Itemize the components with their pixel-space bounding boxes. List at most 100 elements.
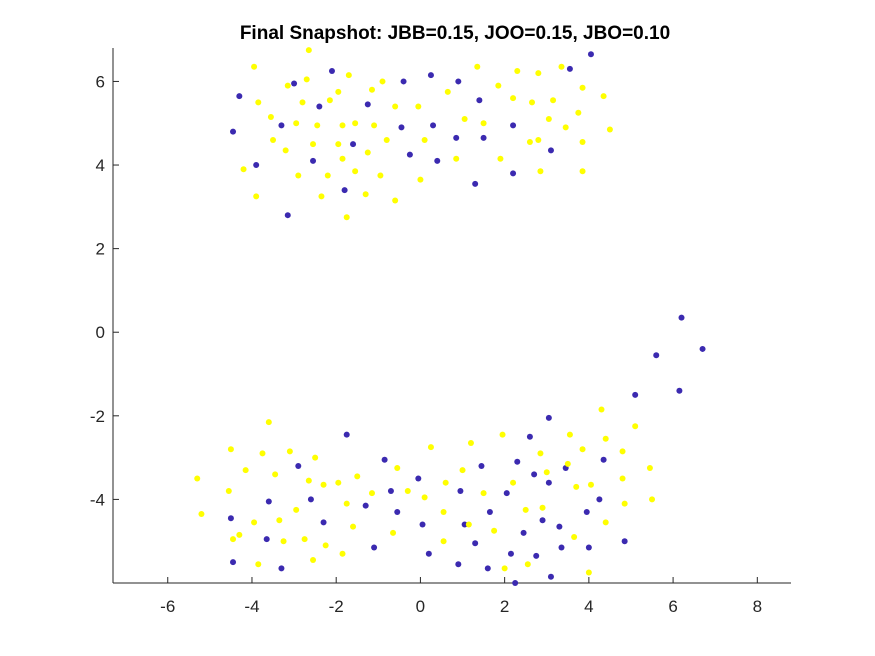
data-point <box>345 72 352 79</box>
data-point <box>472 180 479 187</box>
data-point <box>461 116 468 123</box>
data-point <box>230 536 237 543</box>
x-tick-label: -4 <box>244 597 259 616</box>
data-point <box>225 488 232 495</box>
data-point <box>457 488 464 495</box>
data-point <box>377 172 384 179</box>
data-point <box>632 423 639 430</box>
data-point <box>434 157 441 164</box>
data-point <box>278 122 285 129</box>
data-point <box>465 521 472 528</box>
data-point <box>415 103 422 110</box>
data-point <box>293 120 300 127</box>
data-point <box>312 454 319 461</box>
data-point <box>320 481 327 488</box>
data-point <box>371 122 378 129</box>
data-point <box>474 63 481 70</box>
data-point <box>343 214 350 221</box>
data-point <box>194 475 201 482</box>
data-point <box>510 122 517 129</box>
data-point <box>421 136 428 143</box>
data-point <box>583 508 590 515</box>
data-point <box>394 508 401 515</box>
data-point <box>533 552 540 559</box>
data-point <box>270 136 277 143</box>
data-point <box>453 155 460 162</box>
data-point <box>575 109 582 116</box>
data-point <box>314 122 321 129</box>
data-point <box>236 93 243 100</box>
x-tick-label: 6 <box>668 597 677 616</box>
data-point <box>585 544 592 551</box>
data-point <box>478 462 485 469</box>
data-point <box>419 521 426 528</box>
data-point <box>512 580 519 586</box>
data-point <box>524 561 531 568</box>
data-point <box>368 86 375 93</box>
x-tick-label: 2 <box>500 597 509 616</box>
data-point <box>352 120 359 127</box>
data-point <box>602 435 609 442</box>
data-point <box>343 431 350 438</box>
data-point <box>678 314 685 321</box>
data-point <box>400 78 407 85</box>
data-point <box>291 80 298 87</box>
data-point <box>392 103 399 110</box>
data-point <box>227 515 234 522</box>
data-point <box>480 134 487 141</box>
data-point <box>501 565 508 572</box>
data-point <box>545 116 552 123</box>
data-point <box>303 76 310 83</box>
data-point <box>320 519 327 526</box>
data-point <box>251 63 258 70</box>
data-point <box>545 414 552 421</box>
data-point <box>461 521 468 528</box>
x-tick-label: 8 <box>753 597 762 616</box>
data-point <box>284 82 291 89</box>
data-point <box>259 450 266 457</box>
data-point <box>486 508 493 515</box>
data-point <box>495 82 502 89</box>
x-tick-label: -6 <box>160 597 175 616</box>
data-point <box>539 504 546 511</box>
data-point <box>295 462 302 469</box>
data-point <box>564 460 571 467</box>
data-point <box>566 65 573 72</box>
y-tick-label: 2 <box>96 240 105 259</box>
y-tick-label: 0 <box>96 323 105 342</box>
data-point <box>484 565 491 572</box>
data-point <box>440 508 447 515</box>
data-point <box>253 162 260 169</box>
data-point <box>322 542 329 549</box>
data-point <box>335 479 342 486</box>
data-point <box>440 538 447 545</box>
data-point <box>522 506 529 513</box>
y-tick-label: -4 <box>90 490 105 509</box>
data-point <box>520 529 527 536</box>
data-point <box>480 120 487 127</box>
data-point <box>543 469 550 476</box>
data-point <box>467 439 474 446</box>
data-point <box>383 136 390 143</box>
data-point <box>335 141 342 148</box>
data-point <box>491 527 498 534</box>
data-point <box>453 134 460 141</box>
data-point <box>606 126 613 133</box>
data-point <box>699 345 706 352</box>
data-point <box>558 544 565 551</box>
data-point <box>472 540 479 547</box>
data-point <box>632 391 639 398</box>
series-0 <box>227 51 706 586</box>
data-point <box>459 467 466 474</box>
data-point <box>280 538 287 545</box>
data-point <box>236 531 243 538</box>
data-point <box>265 419 272 426</box>
data-point <box>676 387 683 394</box>
data-point <box>387 488 394 495</box>
data-point <box>198 511 205 518</box>
axes: -6 -4 -2 0 2 4 6 8 -4 -2 0 2 4 6 <box>90 48 791 616</box>
data-point <box>421 494 428 501</box>
y-tick-label: -2 <box>90 407 105 426</box>
data-point <box>537 168 544 175</box>
